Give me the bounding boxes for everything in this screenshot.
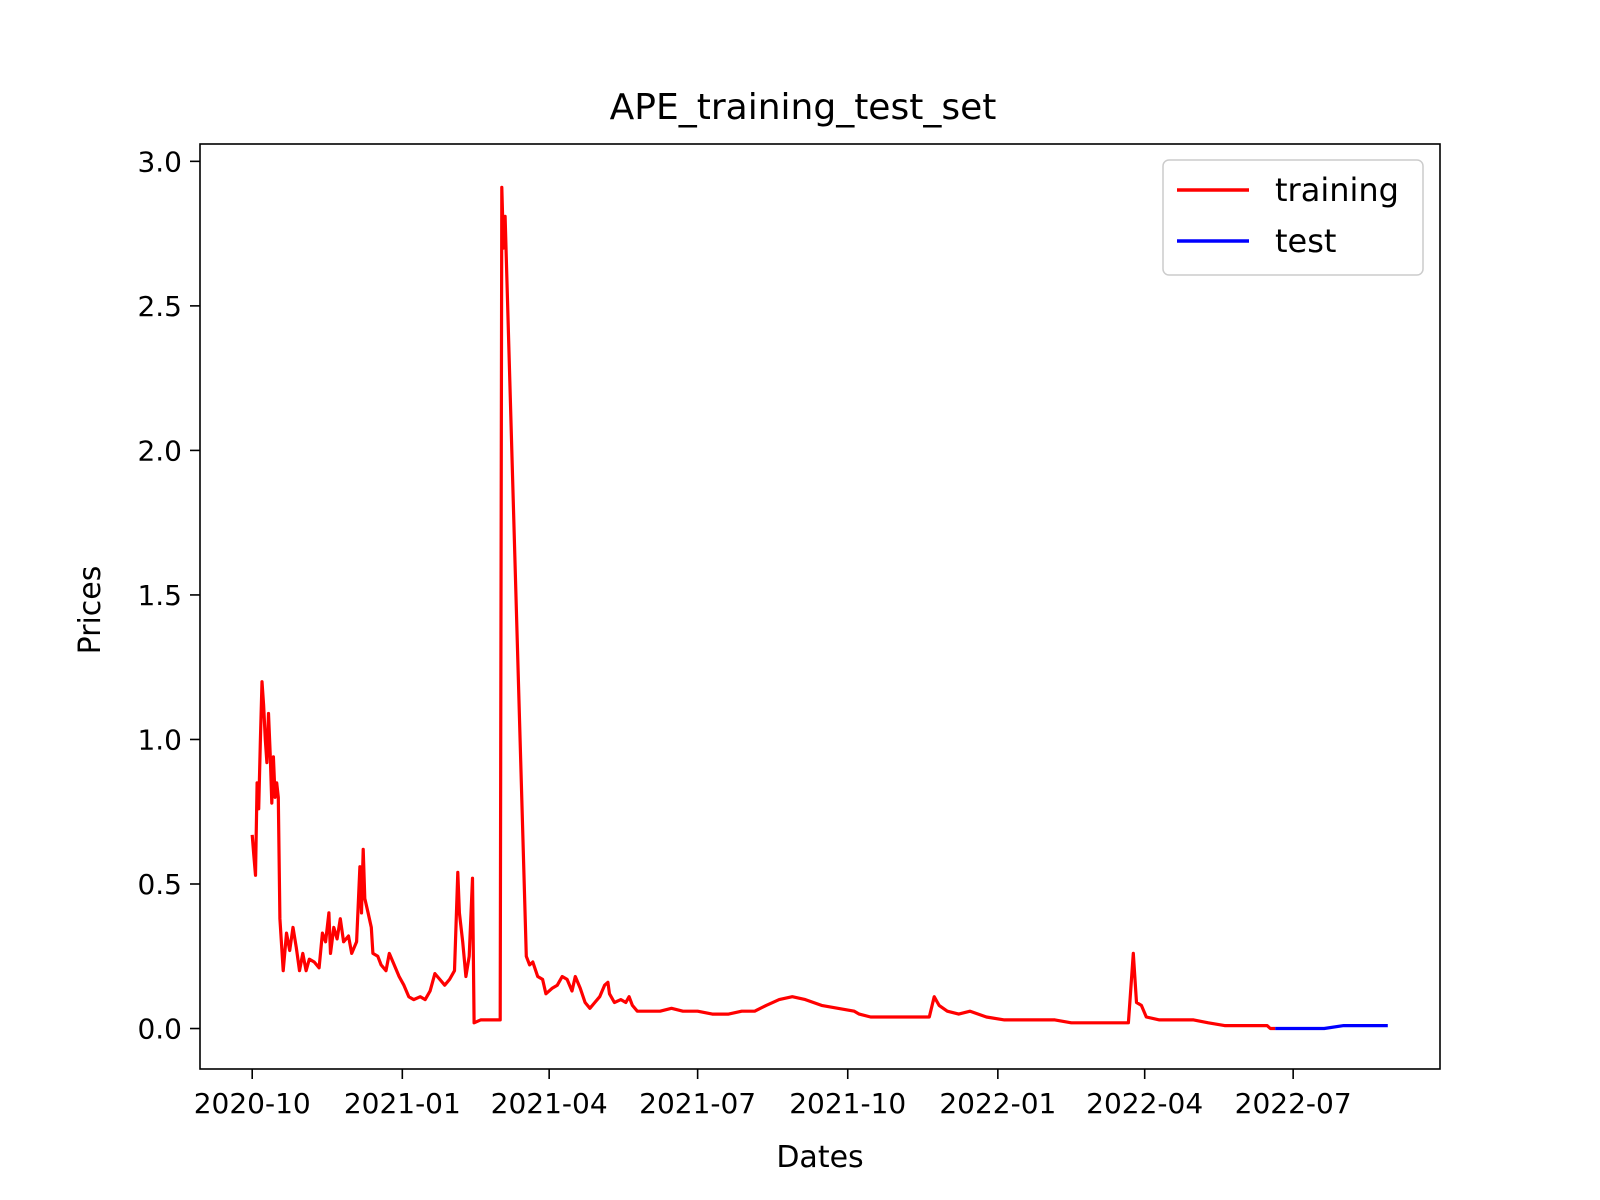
x-tick-label: 2020-10 [194, 1087, 311, 1120]
legend-label-test: test [1275, 222, 1336, 260]
series-line-test [1275, 1023, 1388, 1031]
y-tick-label: 2.5 [137, 290, 182, 323]
x-tick-label: 2022-04 [1086, 1087, 1203, 1120]
x-tick-label: 2021-01 [344, 1087, 461, 1120]
y-tick-label: 0.5 [137, 868, 182, 901]
chart-title: APE_training_test_set [610, 87, 997, 128]
x-tick-label: 2021-07 [639, 1087, 756, 1120]
x-axis: 2020-10 2021-01 2021-04 2021-07 2021-10 2022-… [194, 1069, 1352, 1120]
y-tick-label: 1.0 [137, 723, 182, 756]
legend-label-training: training [1275, 171, 1399, 209]
y-axis: 0.0 0.5 1.0 1.5 2.0 2.5 3.0 [137, 145, 200, 1046]
series-line-training [250, 185, 1276, 1031]
x-axis-title: Dates [776, 1140, 863, 1175]
x-tick-label: 2022-07 [1235, 1087, 1352, 1120]
x-tick-label: 2022-01 [939, 1087, 1056, 1120]
x-tick-label: 2021-04 [491, 1087, 608, 1120]
legend: training test [1162, 159, 1424, 276]
y-tick-label: 3.0 [137, 145, 182, 178]
x-tick-label: 2021-10 [789, 1087, 906, 1120]
series-layer [250, 185, 1388, 1031]
y-axis-title: Prices [73, 566, 108, 655]
y-tick-label: 2.0 [137, 434, 182, 467]
y-tick-label: 1.5 [137, 579, 182, 612]
y-tick-label: 0.0 [137, 1013, 182, 1046]
plot-frame [199, 143, 1441, 1070]
